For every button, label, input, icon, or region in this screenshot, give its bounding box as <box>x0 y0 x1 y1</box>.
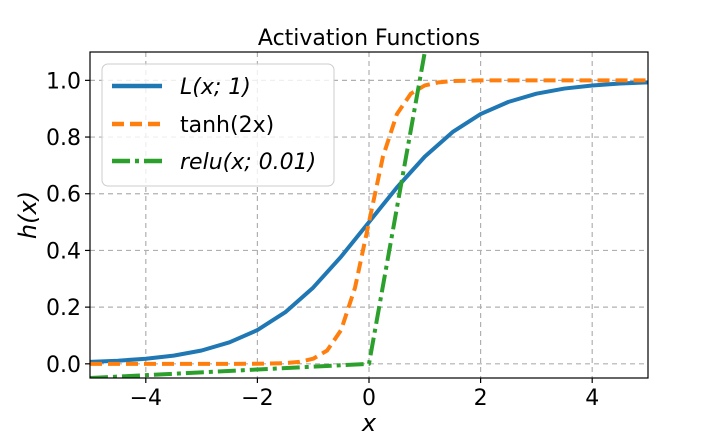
legend-label-tanh: tanh(2x) <box>180 113 274 138</box>
legend-label-logistic: L(x; 1) <box>180 75 251 100</box>
y-tick-label: 1.0 <box>46 69 81 94</box>
series-line-logistic <box>90 80 648 364</box>
y-tick-label: 0.0 <box>46 353 81 378</box>
series-line-relu <box>90 52 427 378</box>
series-line-tanh <box>90 78 648 366</box>
x-tick-label: 4 <box>585 386 599 411</box>
y-tick-label: 0.6 <box>46 183 81 208</box>
y-tick-label: 0.2 <box>46 296 81 321</box>
x-tick-label: 0 <box>362 386 376 411</box>
x-axis-label: x <box>361 409 377 432</box>
series-lines <box>90 52 648 378</box>
x-tick-label: 2 <box>474 386 488 411</box>
chart-title: Activation Functions <box>258 26 480 51</box>
y-axis-label: h(x) <box>14 191 42 239</box>
legend-box <box>101 63 335 187</box>
x-tick-label: −2 <box>241 386 273 411</box>
y-tick-label: 0.4 <box>46 239 81 264</box>
legend: L(x; 1) tanh(2x) relu(x; 0.01) <box>101 63 335 187</box>
y-tick-label: 0.8 <box>46 126 81 151</box>
x-tick-label: −4 <box>130 386 162 411</box>
axis-ticks: −4 −2 0 2 4 0.0 0.2 0.4 0.6 0.8 1.0 <box>46 69 599 411</box>
legend-label-relu: relu(x; 0.01) <box>180 150 316 175</box>
